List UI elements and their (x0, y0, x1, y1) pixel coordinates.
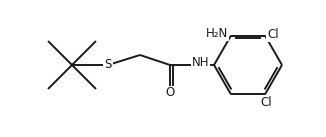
Text: Cl: Cl (267, 28, 279, 41)
Text: NH: NH (191, 55, 209, 68)
Text: O: O (165, 86, 175, 99)
Text: H₂N: H₂N (206, 27, 228, 40)
Text: S: S (104, 58, 112, 72)
Text: Cl: Cl (260, 96, 272, 109)
